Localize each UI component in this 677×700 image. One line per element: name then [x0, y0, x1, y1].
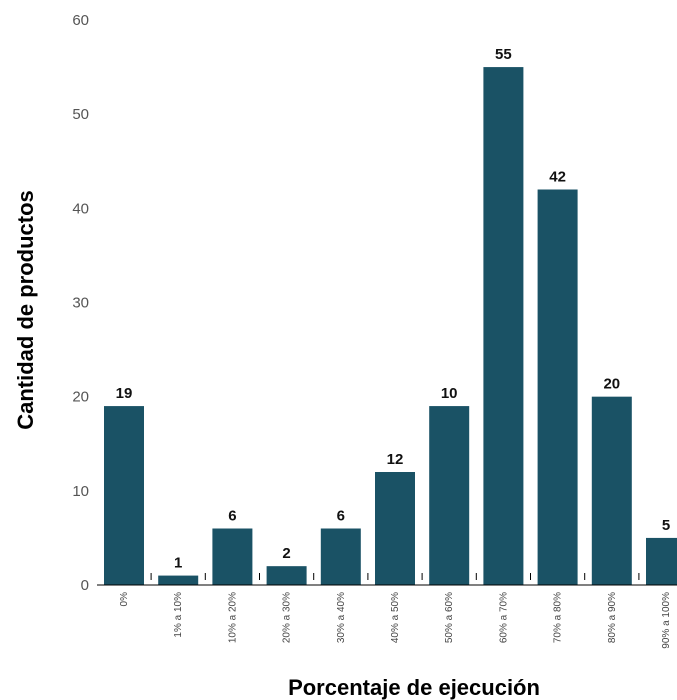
bar	[212, 529, 252, 586]
y-axis-ticks: 0 10 20 30 40 50 60	[72, 12, 89, 594]
bar	[592, 397, 632, 585]
bar	[429, 406, 469, 585]
bar	[104, 406, 144, 585]
data-label: 20	[603, 376, 620, 393]
category-label: 20% a 30%	[282, 592, 293, 643]
y-tick-label: 50	[72, 106, 89, 123]
data-label: 55	[495, 46, 512, 63]
category-labels: 0% 1% a 10% 10% a 20% 20% a 30% 30% a 40% 40%…	[119, 592, 672, 649]
data-label: 19	[116, 385, 133, 402]
data-label: 10	[441, 385, 458, 402]
category-label: 60% a 70%	[498, 592, 509, 643]
y-tick-label: 10	[72, 483, 89, 500]
category-label: 30% a 40%	[336, 592, 347, 643]
data-label: 6	[337, 508, 345, 525]
y-tick-label: 0	[81, 577, 89, 594]
y-tick-label: 30	[72, 295, 89, 312]
category-label: 0%	[119, 592, 130, 607]
data-label: 5	[662, 517, 670, 534]
y-tick-label: 60	[72, 12, 89, 29]
y-axis-title: Cantidad de productos	[13, 190, 38, 430]
y-tick-label: 40	[72, 200, 89, 217]
category-label: 50% a 60%	[444, 592, 455, 643]
bar	[483, 67, 523, 585]
category-label: 10% a 20%	[227, 592, 238, 643]
category-label: 80% a 90%	[607, 592, 618, 643]
data-label: 2	[282, 545, 290, 562]
category-label: 1% a 10%	[173, 592, 184, 638]
y-tick-label: 20	[72, 389, 89, 406]
data-label: 6	[228, 508, 236, 525]
bar	[267, 566, 307, 585]
bar	[646, 538, 677, 585]
bar	[321, 529, 361, 586]
category-label: 70% a 80%	[553, 592, 564, 643]
x-axis-title: Porcentaje de ejecución	[288, 675, 540, 700]
data-label: 1	[174, 555, 182, 572]
category-label: 40% a 50%	[390, 592, 401, 643]
bar	[375, 472, 415, 585]
bar	[158, 576, 198, 585]
bar	[538, 190, 578, 586]
bars	[104, 67, 677, 585]
category-label: 90% a 100%	[661, 592, 672, 649]
data-label: 12	[387, 451, 404, 468]
data-label: 42	[549, 169, 566, 186]
